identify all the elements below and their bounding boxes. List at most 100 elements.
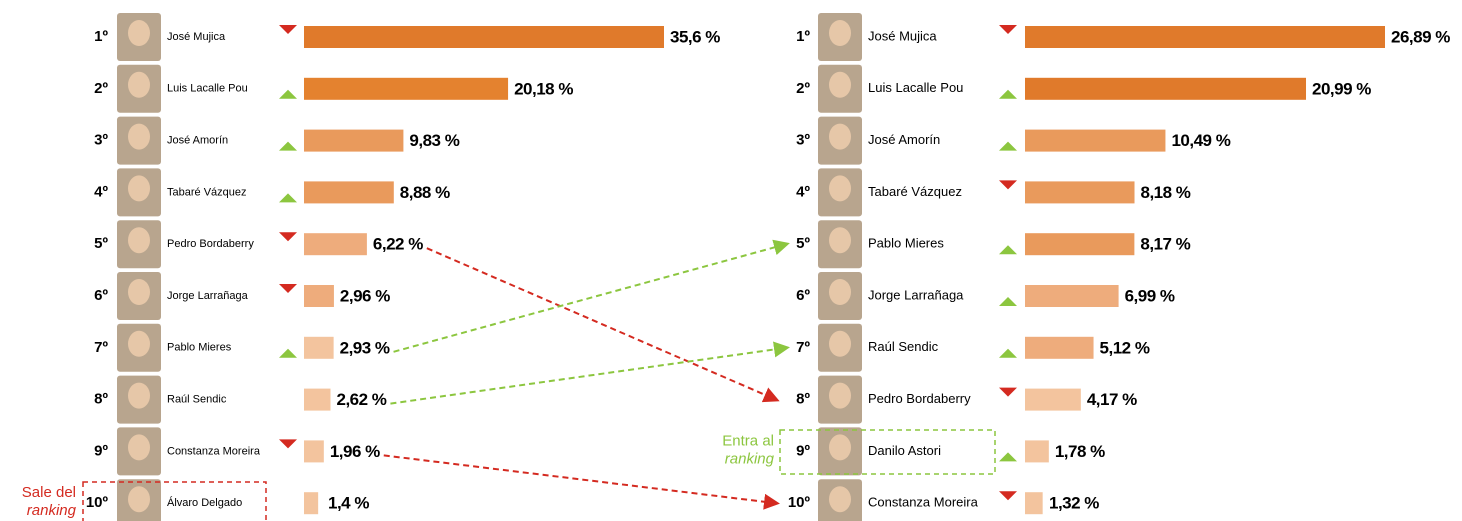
trend-down [999, 25, 1017, 34]
move-arrow [393, 239, 790, 353]
trend-up [999, 348, 1017, 358]
bar [304, 26, 664, 48]
annotation: ranking [725, 450, 775, 467]
candidate-name: Pablo Mieres [868, 236, 944, 251]
photo-face [128, 486, 150, 513]
photo-face [829, 434, 851, 461]
rank: 1º [94, 28, 108, 45]
value-label: 2,62 % [336, 390, 386, 409]
candidate-name: Álvaro Delgado [167, 496, 242, 509]
value-label: 8,17 % [1140, 235, 1190, 254]
bar [304, 388, 331, 411]
trend-up [999, 297, 1017, 306]
bar [304, 77, 509, 100]
candidate-name: Danilo Astori [868, 443, 941, 458]
rank: 2º [94, 80, 108, 97]
value-label: 35,6 % [670, 27, 720, 46]
rank: 8º [94, 391, 108, 408]
value-label: 6,99 % [1125, 286, 1175, 305]
bar [1025, 233, 1135, 256]
value-label: 1,96 % [330, 442, 380, 461]
photo-face [829, 20, 851, 46]
value-label: 1,78 % [1055, 442, 1105, 461]
rank: 4º [94, 183, 108, 200]
bar [1025, 129, 1166, 152]
bar [304, 440, 324, 463]
trend-up [279, 141, 297, 151]
photo-face [128, 123, 150, 150]
rank: 2º [796, 80, 810, 97]
trend-down [279, 284, 297, 293]
bar [304, 336, 334, 359]
photo-face [829, 330, 851, 357]
rank: 9º [94, 442, 108, 459]
candidate-name: Raúl Sendic [167, 394, 227, 406]
annotation: ranking [27, 502, 77, 519]
value-label: 20,18 % [514, 79, 573, 98]
value-label: 9,83 % [409, 131, 459, 150]
bar [304, 181, 394, 204]
value-label: 5,12 % [1100, 338, 1150, 357]
rank: 7º [796, 339, 810, 356]
trend-down [999, 180, 1017, 190]
value-label: 1,32 % [1049, 494, 1099, 513]
annotation-box [82, 481, 267, 521]
rank: 5º [796, 235, 810, 252]
candidate-name: José Mujica [868, 28, 937, 43]
value-label: 20,99 % [1312, 79, 1371, 98]
trend-up [999, 141, 1017, 151]
bar [1025, 336, 1094, 359]
trend-down [279, 25, 297, 34]
photo-face [829, 175, 851, 202]
rank: 6º [94, 287, 108, 304]
bar [304, 129, 404, 152]
bar [304, 285, 334, 307]
trend-up [279, 348, 297, 358]
rank: 5º [94, 235, 108, 252]
photo-face [128, 382, 150, 409]
trend-down [279, 232, 297, 242]
rank: 6º [796, 287, 810, 304]
value-label: 26,89 % [1391, 27, 1450, 46]
bar [1025, 77, 1307, 100]
move-arrow [426, 247, 780, 403]
trend-up [279, 89, 297, 99]
bar [1025, 285, 1119, 307]
bar [1025, 440, 1049, 463]
rank: 7º [94, 339, 108, 356]
rank: 4º [796, 183, 810, 200]
trend-down [999, 491, 1017, 501]
value-label: 4,17 % [1087, 390, 1137, 409]
photo-face [128, 330, 150, 357]
rank: 3º [94, 132, 108, 149]
candidate-name: José Amorín [868, 132, 940, 147]
candidate-name: Pedro Bordaberry [868, 391, 971, 406]
photo-face [128, 175, 150, 202]
candidate-name: José Mujica [167, 31, 226, 43]
rank: 10º [788, 494, 811, 511]
rank: 10º [86, 494, 109, 511]
photo-face [128, 279, 150, 305]
bar [304, 233, 367, 256]
photo-face [829, 71, 851, 98]
value-label: 2,96 % [340, 286, 390, 305]
candidate-name: Tabaré Vázquez [167, 186, 247, 198]
bar [1025, 26, 1385, 48]
trend-up [279, 193, 297, 203]
value-label: 8,18 % [1141, 183, 1191, 202]
value-label: 1,4 % [328, 494, 369, 513]
bar [1025, 492, 1043, 515]
bar [1025, 181, 1135, 204]
value-label: 6,22 % [373, 235, 423, 254]
candidate-name: Pedro Bordaberry [167, 238, 254, 250]
photo-face [128, 227, 150, 254]
trend-up [999, 245, 1017, 255]
photo-face [829, 123, 851, 150]
candidate-name: Tabaré Vázquez [868, 184, 962, 199]
move-arrow [383, 454, 780, 510]
bar [1025, 388, 1081, 411]
value-label: 10,49 % [1171, 131, 1230, 150]
candidate-name: Pablo Mieres [167, 342, 232, 354]
candidate-name: José Amorín [167, 135, 228, 147]
